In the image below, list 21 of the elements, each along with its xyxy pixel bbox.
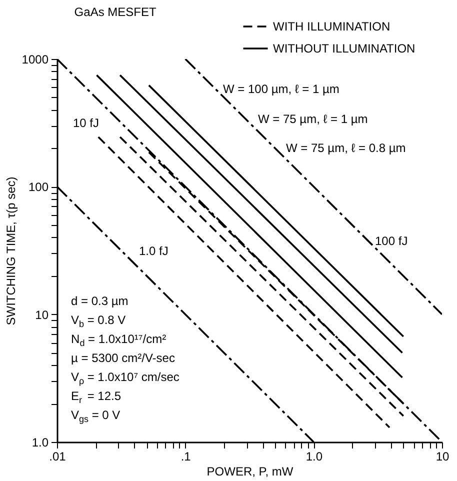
annotation: W = 75 µm, ℓ = 0.8 µm (286, 141, 406, 155)
y-tick-label: 1000 (22, 52, 49, 66)
legend-label: WITH ILLUMINATION (273, 20, 390, 34)
x-tick-label: 10 (436, 450, 450, 464)
annotation: 1.0 fJ (139, 244, 168, 258)
x-tick-label: .1 (180, 450, 192, 464)
x-tick-label: .01 (49, 450, 66, 464)
annotation: µ = 5300 cm²/V-sec (71, 351, 175, 365)
annotation: 100 fJ (375, 234, 408, 248)
x-axis-title: POWER, P, mW (206, 464, 294, 478)
annotation: W = 100 µm, ℓ = 1 µm (223, 82, 340, 96)
annotation: W = 75 µm, ℓ = 1 µm (258, 112, 368, 126)
y-tick-label: 100 (28, 180, 49, 194)
y-tick-label: 1.0 (32, 436, 49, 450)
annotation: 10 fJ (73, 116, 100, 130)
y-axis-title: SWITCHING TIME, τ(p sec) (4, 176, 18, 326)
chart-title: GaAs MESFET (74, 5, 157, 19)
x-tick-label: 1.0 (306, 450, 323, 464)
y-tick-label: 10 (35, 308, 49, 322)
legend-label: WITHOUT ILLUMINATION (273, 42, 416, 56)
annotation: d = 0.3 µm (71, 294, 128, 308)
